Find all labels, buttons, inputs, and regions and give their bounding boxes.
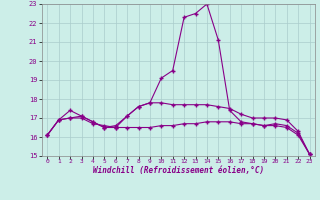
X-axis label: Windchill (Refroidissement éolien,°C): Windchill (Refroidissement éolien,°C): [93, 166, 264, 175]
